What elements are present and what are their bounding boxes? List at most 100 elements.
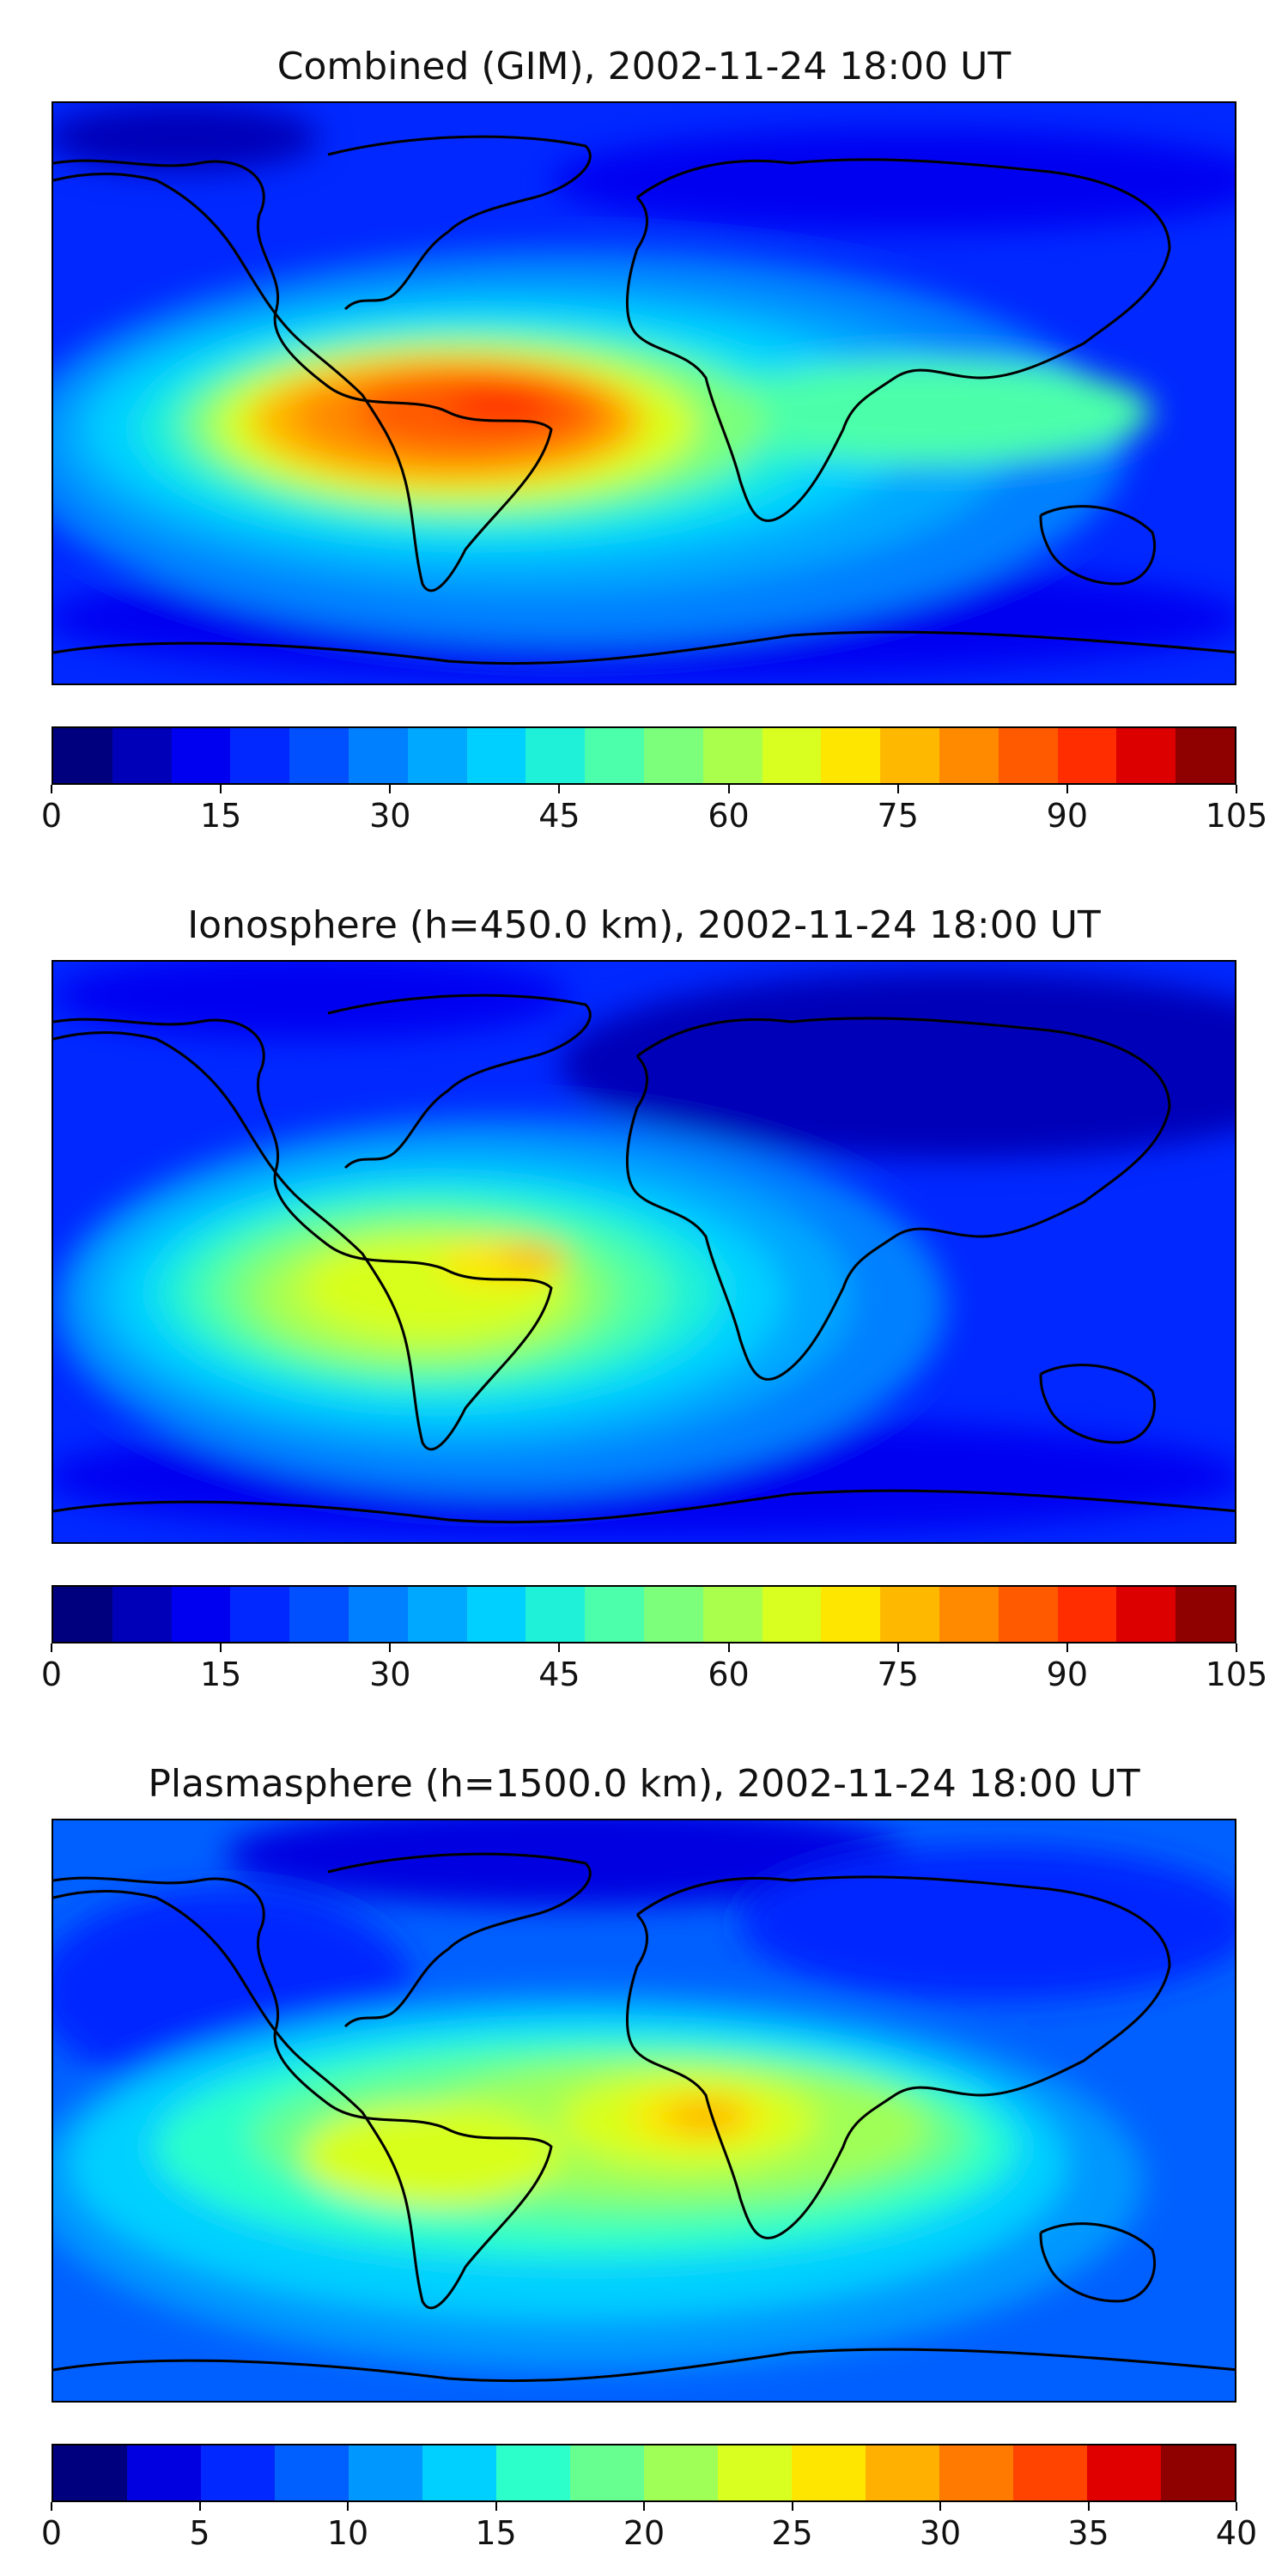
tick-label: 90 [1046, 1656, 1089, 1693]
colorbar-segment [644, 2445, 718, 2500]
tick-mark [1236, 785, 1237, 793]
tick-label: 105 [1205, 1656, 1268, 1693]
colorbar-segment [348, 1587, 408, 1642]
colorbar-segment [112, 1587, 172, 1642]
colorbar-segment [643, 1587, 703, 1642]
tick-mark [389, 1643, 392, 1652]
colorbar-segment [939, 728, 999, 783]
colorbar-segment [53, 728, 112, 783]
colorbar-segment [289, 728, 349, 783]
colorbar-segment [349, 2445, 422, 2500]
colorbar-segment [718, 2445, 792, 2500]
colorbar-segment [643, 728, 703, 783]
tick-label: 40 [1215, 2514, 1258, 2552]
colorbar-segment [762, 728, 822, 783]
colorbar-segment [998, 728, 1058, 783]
tick-label: 0 [40, 797, 63, 835]
tick-mark [558, 785, 561, 793]
tick-label: 45 [538, 797, 580, 835]
colorbar-segment [880, 1587, 939, 1642]
colorbar-segment [526, 728, 586, 783]
tick-label: 15 [199, 797, 242, 835]
colorbar-segment [821, 728, 881, 783]
panel-2-contour-field [53, 962, 1235, 1542]
tick-mark [896, 785, 899, 793]
tick-label: 90 [1046, 797, 1089, 835]
colorbar-segment [407, 1587, 467, 1642]
panel-2-map [52, 960, 1236, 1544]
colorbar-segment [53, 2445, 127, 2500]
tick-label: 45 [538, 1656, 580, 1693]
colorbar-segment [585, 728, 644, 783]
colorbar-segment [1116, 728, 1176, 783]
tick-mark [558, 1643, 561, 1652]
tick-mark [939, 2502, 941, 2511]
colorbar-segment [171, 728, 231, 783]
panel-2-colorbar [52, 1585, 1236, 1643]
colorbar-segment [880, 728, 939, 783]
tick-label: 30 [919, 2514, 962, 2552]
coastlines [53, 1852, 1235, 2383]
colorbar-segment [998, 1587, 1058, 1642]
panel-3-colorbar-ticks: 0 5 10 15 20 25 30 35 40 [41, 2502, 1257, 2554]
tick-label: 15 [199, 1656, 242, 1693]
colorbar-segment [348, 728, 408, 783]
tick-mark [1066, 785, 1068, 793]
tick-label: 75 [877, 1656, 919, 1693]
tick-label: 0 [40, 2514, 63, 2552]
colorbar-segment [230, 1587, 290, 1642]
tick-mark [727, 785, 730, 793]
colorbar-segment [289, 1587, 349, 1642]
colorbar-segment [1087, 2445, 1161, 2500]
colorbar-segment [1116, 1587, 1176, 1642]
tick-mark [51, 2502, 52, 2511]
tick-mark [347, 2502, 349, 2511]
colorbar-segment [702, 1587, 762, 1642]
panel-2-colorbar-ticks: 0 15 30 45 60 75 90 105 [41, 1643, 1267, 1695]
tick-mark [389, 785, 392, 793]
panel-1-map [52, 101, 1236, 685]
colorbar-segment [127, 2445, 201, 2500]
coastlines [53, 993, 1235, 1524]
tick-label: 30 [369, 1656, 411, 1693]
tick-mark [51, 785, 52, 793]
colorbar-segment [1057, 1587, 1117, 1642]
colorbar-segment [407, 728, 467, 783]
tick-label: 5 [189, 2514, 210, 2552]
colorbar-segment [939, 2445, 1013, 2500]
tick-mark [1087, 2502, 1090, 2511]
tick-label: 20 [623, 2514, 665, 2552]
tick-label: 10 [326, 2514, 369, 2552]
tick-mark [198, 2502, 201, 2511]
tick-label: 105 [1205, 797, 1268, 835]
panel-3-contour-field [53, 1820, 1235, 2401]
tick-mark [1236, 1643, 1237, 1652]
colorbar-segment [821, 1587, 881, 1642]
colorbar-segment [1161, 2445, 1235, 2500]
colorbar-segment [792, 2445, 866, 2500]
colorbar-segment [466, 728, 526, 783]
colorbar-segment [866, 2445, 939, 2500]
tick-mark [495, 2502, 497, 2511]
panel-3-map [52, 1819, 1236, 2403]
colorbar-segment [939, 1587, 999, 1642]
colorbar-segment [466, 1587, 526, 1642]
panel-3-title: Plasmasphere (h=1500.0 km), 2002-11-24 1… [148, 1762, 1140, 1806]
colorbar-segment [1176, 1587, 1235, 1642]
tick-label: 0 [40, 1656, 63, 1693]
panel-1-title: Combined (GIM), 2002-11-24 18:00 UT [276, 45, 1012, 88]
tick-mark [220, 1643, 222, 1652]
colorbar-segment [762, 1587, 822, 1642]
tick-mark [896, 1643, 899, 1652]
colorbar-segment [585, 1587, 644, 1642]
colorbar-segment [112, 728, 172, 783]
colorbar-segment [526, 1587, 586, 1642]
tick-mark [51, 1643, 52, 1652]
colorbar-segment [1013, 2445, 1087, 2500]
colorbar-segment [1176, 728, 1235, 783]
panel-3-colorbar [52, 2444, 1236, 2502]
tick-mark [643, 2502, 645, 2511]
colorbar-segment [570, 2445, 644, 2500]
panel-2-title: Ionosphere (h=450.0 km), 2002-11-24 18:0… [187, 903, 1101, 947]
colorbar-segment [702, 728, 762, 783]
